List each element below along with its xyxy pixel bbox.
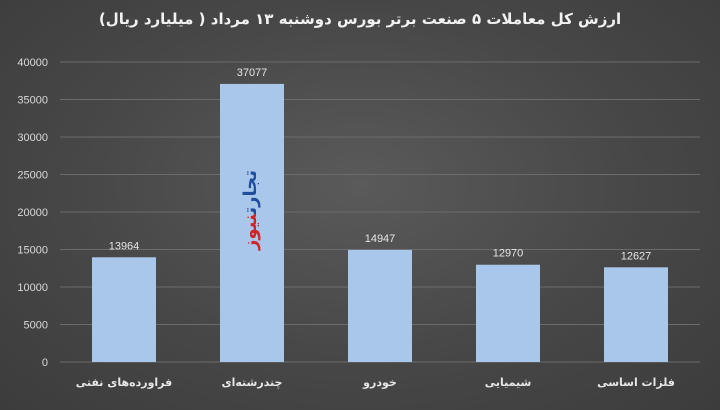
bar (604, 267, 668, 362)
x-tick-label: فراورده‌های نفتی (76, 376, 172, 389)
watermark-part-b: نیوز (240, 213, 261, 250)
y-tick-label: 15000 (17, 245, 48, 257)
x-tick-label: خودرو (362, 376, 397, 389)
x-tick-label: فلزات اساسی (597, 376, 675, 389)
bar (348, 249, 412, 362)
data-label: 12627 (621, 250, 652, 262)
y-tick-label: 5000 (24, 320, 48, 332)
x-tick-label: چندرشته‌ای (222, 376, 283, 389)
chart-title: ارزش کل معاملات ۵ صنعت برتر بورس دوشنبه … (98, 10, 622, 28)
data-label: 12970 (493, 248, 524, 260)
watermark-logo: تجارتنیوز (240, 170, 261, 250)
y-tick-label: 35000 (17, 95, 48, 107)
data-label: 13964 (109, 240, 140, 252)
bar (92, 257, 156, 362)
y-tick-label: 40000 (17, 57, 48, 69)
y-tick-label: 20000 (17, 207, 48, 219)
y-tick-label: 25000 (17, 170, 48, 182)
bar (220, 83, 284, 363)
x-tick-label: شیمیایی (485, 376, 532, 389)
y-tick-label: 30000 (17, 132, 48, 144)
y-tick-label: 0 (42, 357, 48, 369)
bar (476, 264, 540, 362)
data-label: 37077 (237, 67, 268, 79)
data-label: 14947 (365, 233, 396, 245)
watermark-part-a: تجارت (240, 170, 261, 214)
y-tick-label: 10000 (17, 282, 48, 294)
